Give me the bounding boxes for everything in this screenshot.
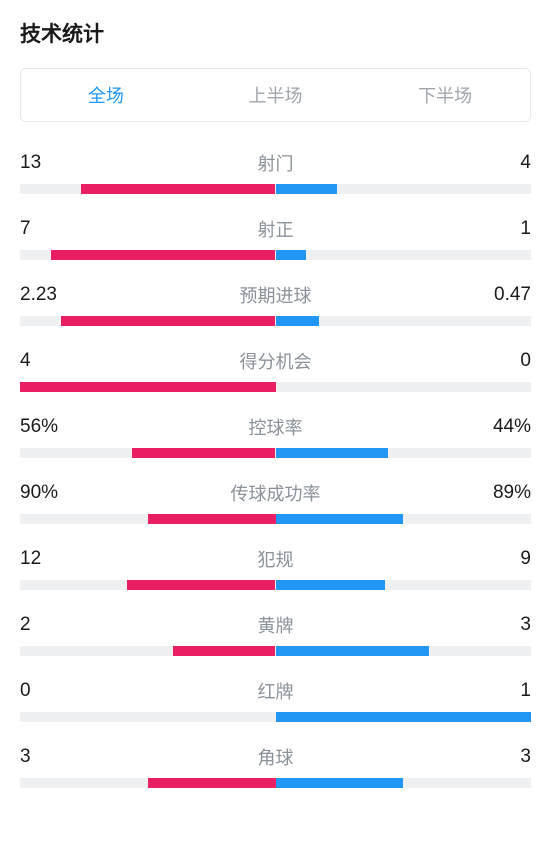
stat-name: 得分机会 (100, 348, 451, 374)
bar-left (148, 514, 276, 524)
bar-left (173, 646, 275, 656)
stat-row: 12犯规9 (20, 546, 531, 590)
stat-labels: 56%控球率44% (20, 414, 531, 440)
bar-right (276, 580, 386, 590)
stat-name: 传球成功率 (100, 480, 451, 506)
stats-container: 技术统计 全场 上半场 下半场 13射门47射正12.23预期进球0.474得分… (0, 0, 551, 788)
stat-row: 0红牌1 (20, 678, 531, 722)
stat-row: 2.23预期进球0.47 (20, 282, 531, 326)
stat-name: 预期进球 (100, 282, 451, 308)
stat-row: 4得分机会0 (20, 348, 531, 392)
stat-name: 角球 (100, 744, 451, 770)
stat-left-value: 13 (20, 152, 100, 174)
bar-track (20, 778, 531, 788)
stat-left-value: 2.23 (20, 284, 100, 306)
stat-row: 90%传球成功率89% (20, 480, 531, 524)
stat-right-value: 3 (451, 614, 531, 636)
period-tabs: 全场 上半场 下半场 (20, 68, 531, 122)
bar-track (20, 514, 531, 524)
stat-row: 56%控球率44% (20, 414, 531, 458)
stat-right-value: 1 (451, 680, 531, 702)
stat-left-value: 90% (20, 482, 100, 504)
stats-list: 13射门47射正12.23预期进球0.474得分机会056%控球率44%90%传… (20, 150, 531, 788)
stat-left-value: 4 (20, 350, 100, 372)
bar-right (276, 316, 319, 326)
page-title: 技术统计 (20, 18, 531, 48)
stat-right-value: 1 (451, 218, 531, 240)
bar-track (20, 712, 531, 722)
stat-labels: 12犯规9 (20, 546, 531, 572)
stat-row: 7射正1 (20, 216, 531, 260)
stat-right-value: 4 (451, 152, 531, 174)
stat-labels: 2.23预期进球0.47 (20, 282, 531, 308)
stat-left-value: 3 (20, 746, 100, 768)
bar-right (276, 514, 404, 524)
tab-full[interactable]: 全场 (21, 69, 191, 121)
bar-track (20, 316, 531, 326)
stat-left-value: 12 (20, 548, 100, 570)
bar-left (81, 184, 275, 194)
bar-left (51, 250, 276, 260)
stat-labels: 2黄牌3 (20, 612, 531, 638)
stat-name: 黄牌 (100, 612, 451, 638)
bar-left (132, 448, 275, 458)
stat-right-value: 9 (451, 548, 531, 570)
bar-right (276, 250, 307, 260)
stat-right-value: 3 (451, 746, 531, 768)
bar-track (20, 580, 531, 590)
bar-left (148, 778, 276, 788)
stat-labels: 0红牌1 (20, 678, 531, 704)
stat-left-value: 7 (20, 218, 100, 240)
bar-right (276, 184, 337, 194)
stat-labels: 4得分机会0 (20, 348, 531, 374)
stat-name: 控球率 (100, 414, 451, 440)
bar-track (20, 448, 531, 458)
stat-left-value: 0 (20, 680, 100, 702)
bar-left (127, 580, 275, 590)
stat-labels: 3角球3 (20, 744, 531, 770)
bar-left (61, 316, 276, 326)
stat-left-value: 56% (20, 416, 100, 438)
bar-track (20, 646, 531, 656)
bar-track (20, 382, 531, 392)
stat-name: 射门 (100, 150, 451, 176)
stat-right-value: 0.47 (451, 284, 531, 306)
stat-left-value: 2 (20, 614, 100, 636)
stat-right-value: 89% (451, 482, 531, 504)
tab-second-half[interactable]: 下半场 (360, 69, 530, 121)
stat-row: 2黄牌3 (20, 612, 531, 656)
bar-left (20, 382, 276, 392)
stat-name: 红牌 (100, 678, 451, 704)
stat-labels: 7射正1 (20, 216, 531, 242)
tab-first-half[interactable]: 上半场 (191, 69, 361, 121)
stat-name: 射正 (100, 216, 451, 242)
stat-row: 3角球3 (20, 744, 531, 788)
bar-track (20, 184, 531, 194)
bar-right (276, 712, 532, 722)
bar-right (276, 448, 388, 458)
stat-row: 13射门4 (20, 150, 531, 194)
bar-track (20, 250, 531, 260)
stat-labels: 13射门4 (20, 150, 531, 176)
stat-name: 犯规 (100, 546, 451, 572)
bar-right (276, 778, 404, 788)
stat-right-value: 0 (451, 350, 531, 372)
bar-right (276, 646, 429, 656)
stat-right-value: 44% (451, 416, 531, 438)
stat-labels: 90%传球成功率89% (20, 480, 531, 506)
